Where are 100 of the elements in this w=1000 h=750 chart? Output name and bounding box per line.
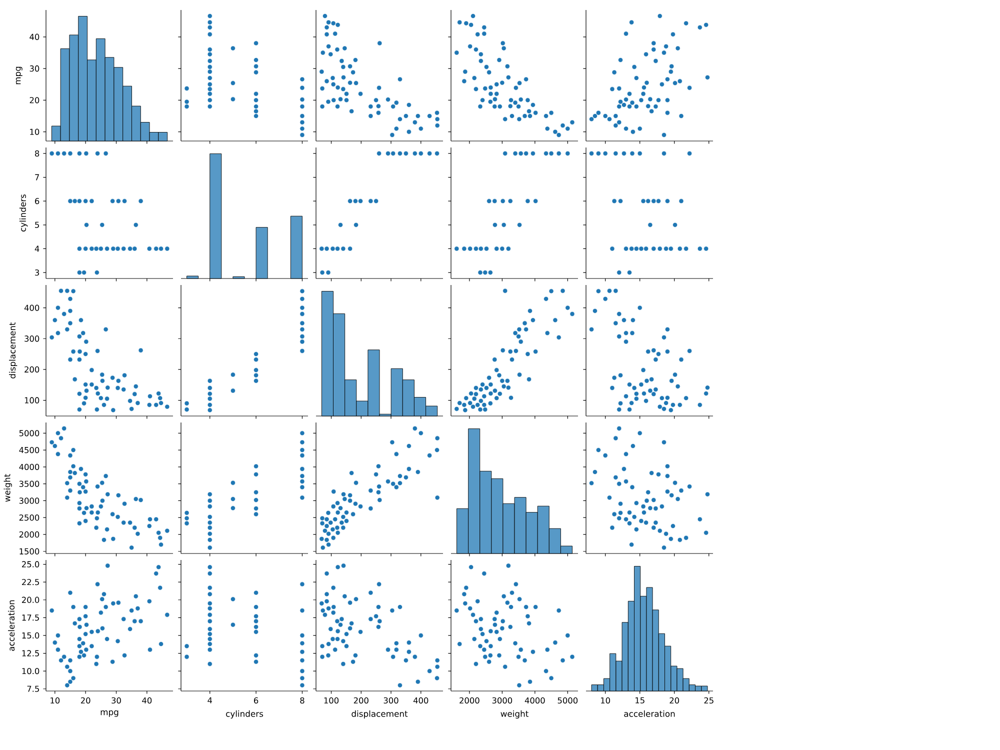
point <box>254 357 259 362</box>
point <box>154 571 159 576</box>
point <box>368 104 374 109</box>
point <box>331 489 336 494</box>
point <box>501 46 506 51</box>
point <box>589 116 594 122</box>
point <box>94 525 99 530</box>
point <box>646 198 651 204</box>
point <box>621 466 626 472</box>
point <box>207 24 212 30</box>
point <box>610 525 615 530</box>
point <box>339 58 344 64</box>
point <box>669 64 674 69</box>
point <box>300 120 305 125</box>
point <box>340 638 346 644</box>
point <box>475 32 480 37</box>
point <box>516 682 522 688</box>
point <box>556 334 562 340</box>
point <box>62 150 67 156</box>
point <box>662 440 666 445</box>
point <box>612 198 617 204</box>
point <box>629 246 634 252</box>
point <box>374 198 379 204</box>
point <box>207 32 212 37</box>
point <box>526 376 532 382</box>
point <box>612 512 617 517</box>
y-tick-label: 17.5 <box>22 614 39 621</box>
point <box>300 348 305 354</box>
point <box>158 642 164 646</box>
point <box>98 610 104 616</box>
point <box>618 198 623 204</box>
point <box>133 496 138 502</box>
point <box>668 69 674 74</box>
point <box>354 222 359 228</box>
point <box>494 368 500 373</box>
point <box>524 150 529 156</box>
point <box>565 126 570 132</box>
point <box>640 368 646 373</box>
point <box>642 85 646 90</box>
point <box>254 40 259 46</box>
point <box>122 501 128 506</box>
point <box>653 387 658 392</box>
point <box>330 504 336 509</box>
point <box>84 388 89 394</box>
point <box>116 600 121 606</box>
point <box>468 22 474 28</box>
point <box>70 604 76 610</box>
point <box>500 378 505 384</box>
point <box>55 330 60 336</box>
point <box>207 642 212 646</box>
point <box>335 22 340 28</box>
point <box>496 372 502 378</box>
point <box>662 50 666 56</box>
point <box>644 246 649 252</box>
point <box>77 490 82 495</box>
point <box>644 398 649 404</box>
point <box>326 652 331 658</box>
point <box>624 516 629 522</box>
y-tick-label: 5 <box>35 222 39 228</box>
point <box>300 640 305 646</box>
point <box>254 372 259 378</box>
point <box>488 382 494 388</box>
point <box>552 318 558 323</box>
point <box>335 104 340 109</box>
point <box>627 104 632 109</box>
point <box>468 400 473 406</box>
point <box>254 472 259 477</box>
point <box>644 378 650 384</box>
point <box>319 536 324 542</box>
point <box>565 632 570 638</box>
point <box>704 22 709 28</box>
point <box>104 396 110 402</box>
point <box>565 150 570 156</box>
point <box>589 326 594 332</box>
point <box>513 582 518 587</box>
y-tick-label: 8 <box>35 150 40 157</box>
point <box>122 198 128 204</box>
point <box>132 525 138 530</box>
point <box>602 114 608 118</box>
point <box>616 104 622 109</box>
point <box>129 608 134 614</box>
point <box>482 407 488 412</box>
point <box>398 76 402 82</box>
point <box>668 246 674 252</box>
point <box>300 326 305 332</box>
point <box>348 626 353 631</box>
point <box>300 466 305 472</box>
point <box>64 480 70 486</box>
point <box>624 478 629 484</box>
point <box>110 600 116 606</box>
point <box>95 582 100 587</box>
point <box>164 246 170 252</box>
point <box>616 334 622 339</box>
point <box>624 246 629 252</box>
point <box>670 32 676 37</box>
point <box>478 52 484 57</box>
point <box>634 104 639 109</box>
point <box>510 114 514 118</box>
point <box>672 222 678 228</box>
point <box>254 58 259 62</box>
